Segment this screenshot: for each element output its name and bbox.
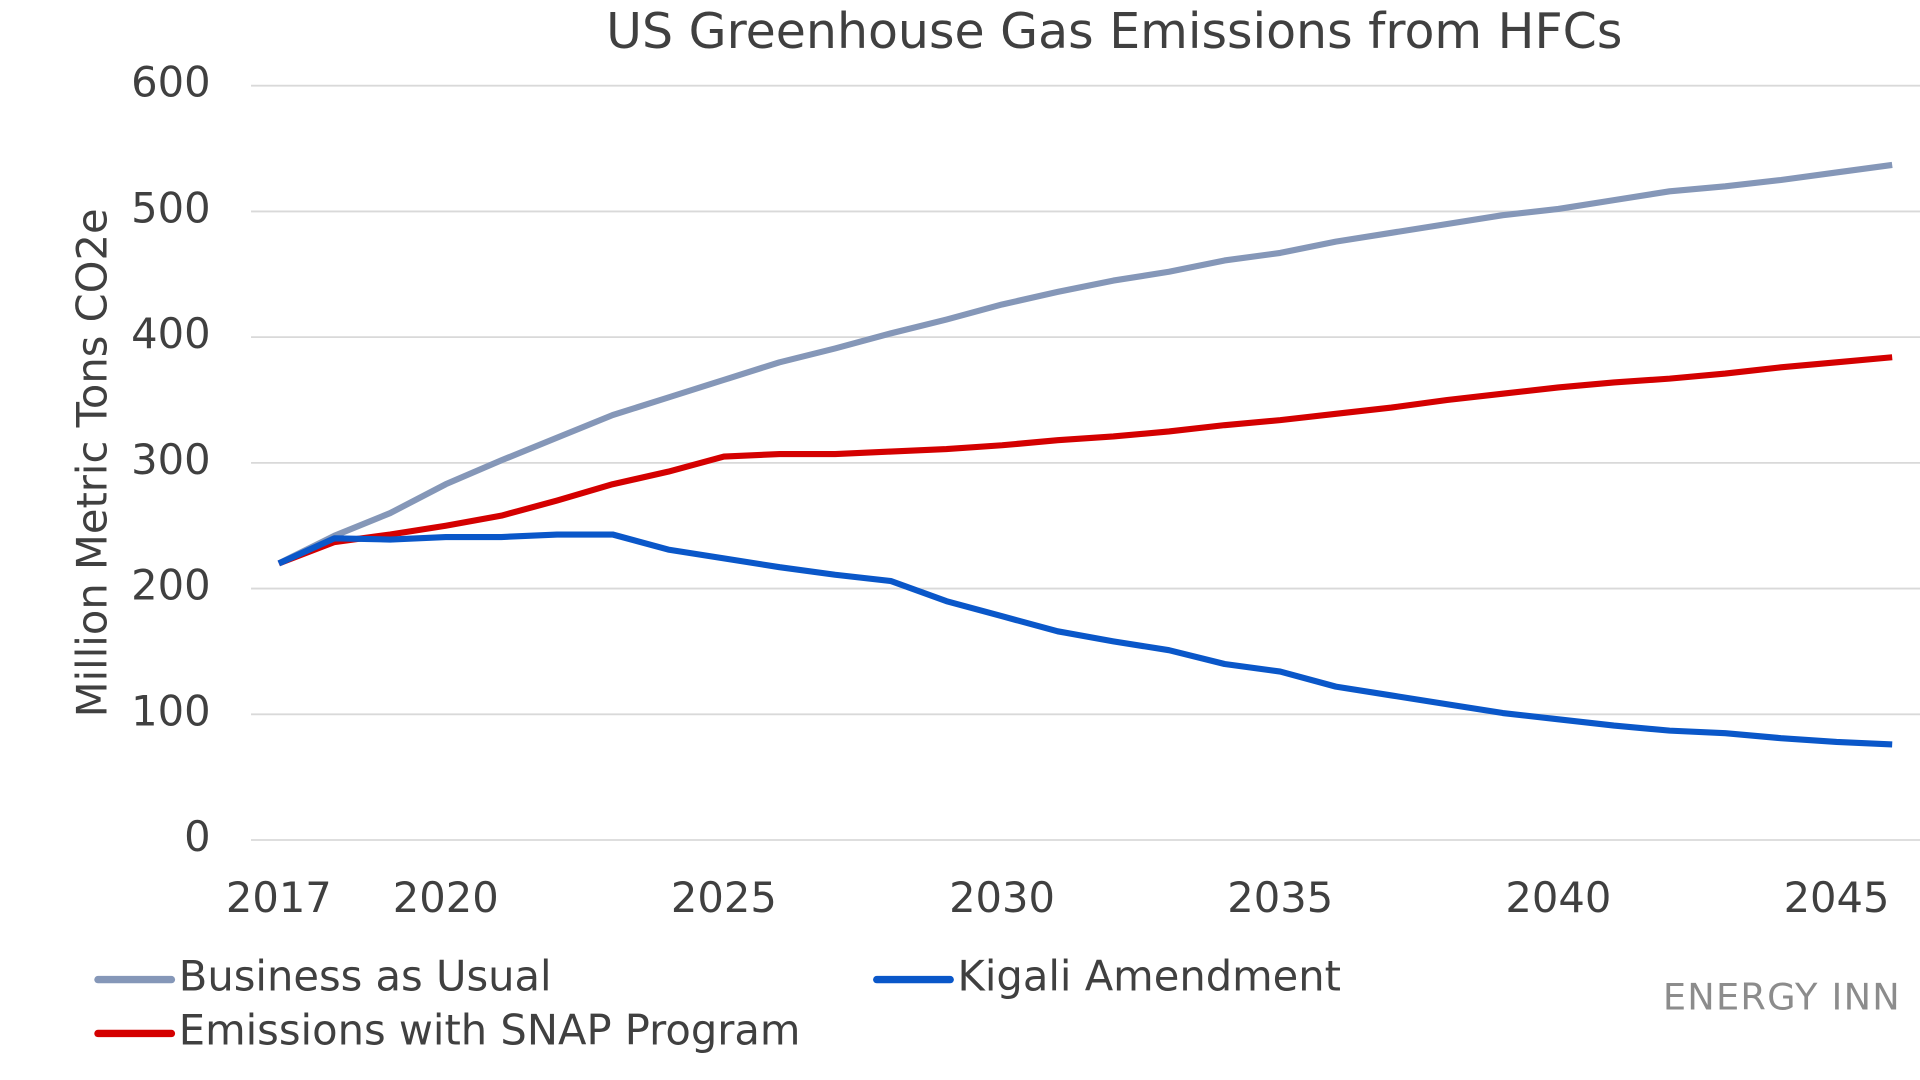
x-tick-label: 2020: [393, 873, 499, 922]
y-axis-title: Million Metric Tons CO2e: [68, 208, 117, 717]
y-tick-label: 600: [131, 58, 210, 107]
series-line: [277, 161, 1893, 567]
x-tick-label: 2025: [671, 873, 777, 922]
x-tick-label: 2040: [1505, 873, 1611, 922]
legend-label: Business as Usual: [179, 952, 552, 1001]
series-line: [277, 531, 1893, 748]
legend-label: Emissions with SNAP Program: [179, 1005, 801, 1054]
x-tick-label: 2045: [1784, 873, 1890, 922]
y-tick-label: 0: [184, 812, 210, 861]
source-watermark: ENERGY INN: [1663, 976, 1901, 1019]
y-tick-label: 500: [131, 183, 210, 232]
x-tick-label: 2035: [1227, 873, 1333, 922]
y-tick-label: 400: [131, 309, 210, 358]
y-tick-label: 200: [131, 561, 210, 610]
series-line: [277, 354, 1893, 567]
x-tick-label: 2030: [949, 873, 1055, 922]
chart-title: US Greenhouse Gas Emissions from HFCs: [606, 3, 1622, 60]
y-tick-label: 100: [131, 686, 210, 735]
x-tick-label: 2017: [226, 873, 332, 922]
y-tick-label: 300: [131, 435, 210, 484]
legend-label: Kigali Amendment: [958, 952, 1341, 1001]
